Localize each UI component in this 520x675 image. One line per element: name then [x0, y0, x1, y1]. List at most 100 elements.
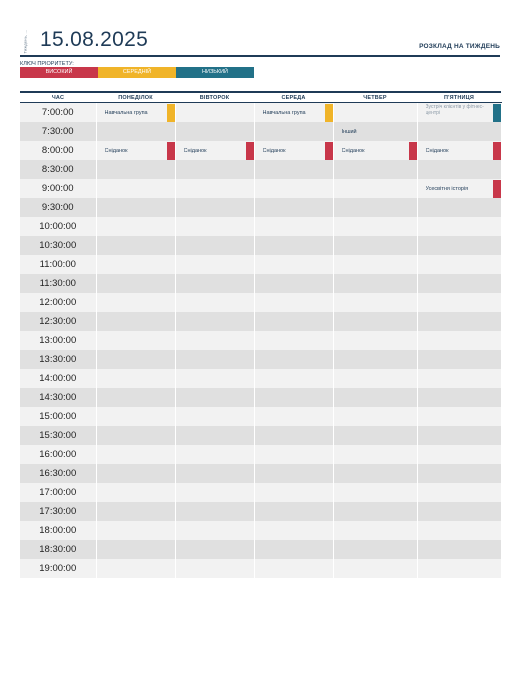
slot-friday[interactable] — [417, 407, 502, 426]
slot-thursday[interactable] — [333, 179, 418, 198]
slot-friday[interactable] — [417, 369, 502, 388]
slot-tuesday[interactable] — [175, 502, 255, 521]
slot-wednesday[interactable] — [254, 483, 334, 502]
slot-friday[interactable] — [417, 274, 502, 293]
slot-friday[interactable] — [417, 122, 502, 141]
slot-monday[interactable] — [96, 312, 176, 331]
slot-tuesday[interactable] — [175, 122, 255, 141]
slot-wednesday[interactable] — [254, 331, 334, 350]
slot-thursday[interactable] — [333, 502, 418, 521]
slot-tuesday[interactable] — [175, 445, 255, 464]
slot-monday[interactable] — [96, 521, 176, 540]
slot-thursday[interactable] — [333, 331, 418, 350]
slot-monday[interactable] — [96, 160, 176, 179]
slot-wednesday[interactable]: Навчальна група — [254, 102, 334, 122]
slot-wednesday[interactable] — [254, 502, 334, 521]
slot-tuesday[interactable] — [175, 236, 255, 255]
slot-tuesday[interactable] — [175, 179, 255, 198]
slot-friday[interactable] — [417, 255, 502, 274]
slot-thursday[interactable] — [333, 407, 418, 426]
slot-monday[interactable] — [96, 236, 176, 255]
slot-monday[interactable] — [96, 179, 176, 198]
slot-monday[interactable] — [96, 559, 176, 578]
slot-wednesday[interactable] — [254, 293, 334, 312]
slot-friday[interactable] — [417, 160, 502, 179]
slot-monday[interactable] — [96, 293, 176, 312]
slot-thursday[interactable] — [333, 426, 418, 445]
slot-wednesday[interactable] — [254, 274, 334, 293]
slot-wednesday[interactable] — [254, 122, 334, 141]
slot-thursday[interactable] — [333, 369, 418, 388]
slot-monday[interactable] — [96, 388, 176, 407]
slot-tuesday[interactable] — [175, 274, 255, 293]
slot-thursday[interactable] — [333, 255, 418, 274]
slot-friday[interactable] — [417, 217, 502, 236]
slot-friday[interactable] — [417, 540, 502, 559]
slot-wednesday[interactable] — [254, 160, 334, 179]
slot-tuesday[interactable] — [175, 102, 255, 122]
slot-thursday[interactable] — [333, 388, 418, 407]
slot-thursday[interactable] — [333, 217, 418, 236]
slot-tuesday[interactable] — [175, 559, 255, 578]
slot-monday[interactable] — [96, 198, 176, 217]
slot-wednesday[interactable] — [254, 350, 334, 369]
slot-thursday[interactable] — [333, 483, 418, 502]
slot-friday[interactable] — [417, 464, 502, 483]
slot-friday[interactable]: Зустріч клієнтів у фітнес-центрі — [417, 102, 502, 122]
slot-monday[interactable] — [96, 426, 176, 445]
slot-friday[interactable] — [417, 445, 502, 464]
slot-thursday[interactable] — [333, 540, 418, 559]
slot-monday[interactable] — [96, 464, 176, 483]
slot-wednesday[interactable] — [254, 236, 334, 255]
slot-monday[interactable] — [96, 445, 176, 464]
slot-friday[interactable] — [417, 293, 502, 312]
slot-monday[interactable] — [96, 217, 176, 236]
slot-monday[interactable] — [96, 369, 176, 388]
page-date[interactable]: 15.08.2025 — [40, 28, 149, 51]
slot-tuesday[interactable] — [175, 540, 255, 559]
slot-friday[interactable] — [417, 236, 502, 255]
slot-friday[interactable] — [417, 388, 502, 407]
slot-thursday[interactable] — [333, 102, 418, 122]
slot-friday[interactable]: Сніданок — [417, 141, 502, 160]
slot-wednesday[interactable] — [254, 559, 334, 578]
slot-friday[interactable] — [417, 331, 502, 350]
slot-tuesday[interactable] — [175, 198, 255, 217]
slot-wednesday[interactable] — [254, 521, 334, 540]
slot-thursday[interactable] — [333, 274, 418, 293]
slot-monday[interactable] — [96, 540, 176, 559]
slot-wednesday[interactable] — [254, 388, 334, 407]
slot-tuesday[interactable] — [175, 293, 255, 312]
slot-monday[interactable] — [96, 274, 176, 293]
slot-friday[interactable] — [417, 559, 502, 578]
slot-thursday[interactable]: Сніданок — [333, 141, 418, 160]
slot-wednesday[interactable] — [254, 217, 334, 236]
slot-friday[interactable] — [417, 350, 502, 369]
slot-thursday[interactable]: Інший — [333, 122, 418, 141]
slot-wednesday[interactable] — [254, 540, 334, 559]
slot-wednesday[interactable] — [254, 445, 334, 464]
slot-monday[interactable] — [96, 407, 176, 426]
slot-wednesday[interactable] — [254, 255, 334, 274]
slot-tuesday[interactable] — [175, 521, 255, 540]
slot-thursday[interactable] — [333, 559, 418, 578]
slot-tuesday[interactable] — [175, 255, 255, 274]
slot-thursday[interactable] — [333, 198, 418, 217]
slot-thursday[interactable] — [333, 445, 418, 464]
slot-wednesday[interactable] — [254, 369, 334, 388]
slot-wednesday[interactable] — [254, 179, 334, 198]
slot-thursday[interactable] — [333, 521, 418, 540]
slot-monday[interactable] — [96, 483, 176, 502]
slot-thursday[interactable] — [333, 350, 418, 369]
slot-tuesday[interactable] — [175, 464, 255, 483]
slot-wednesday[interactable]: Сніданок — [254, 141, 334, 160]
slot-tuesday[interactable] — [175, 426, 255, 445]
slot-thursday[interactable] — [333, 293, 418, 312]
slot-thursday[interactable] — [333, 160, 418, 179]
slot-monday[interactable]: Навчальна група — [96, 102, 176, 122]
slot-friday[interactable] — [417, 198, 502, 217]
slot-tuesday[interactable] — [175, 388, 255, 407]
slot-monday[interactable] — [96, 331, 176, 350]
slot-monday[interactable] — [96, 255, 176, 274]
slot-wednesday[interactable] — [254, 426, 334, 445]
